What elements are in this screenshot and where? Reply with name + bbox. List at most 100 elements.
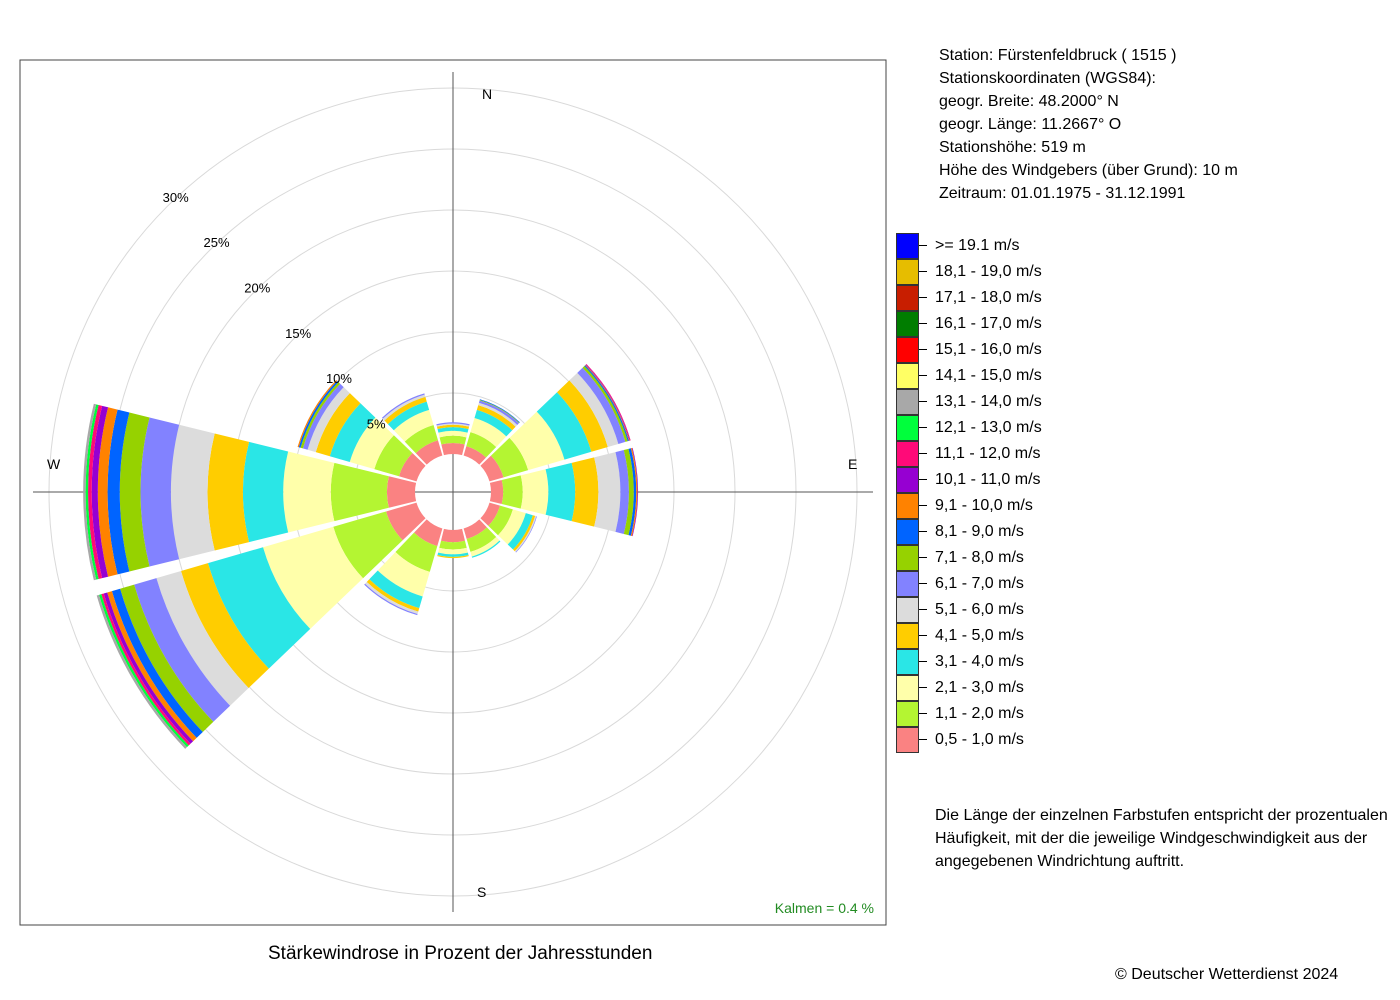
- radial-tick-label: 30%: [163, 190, 189, 205]
- legend-swatch: [896, 727, 919, 753]
- legend-swatch: [896, 519, 919, 545]
- rose-segment-270-12: [85, 404, 99, 580]
- legend-swatch: [896, 597, 919, 623]
- legend-tick: [919, 739, 927, 740]
- legend-label: 5,1 - 6,0 m/s: [935, 601, 1024, 618]
- rose-segment-270-1: [330, 462, 389, 522]
- rose-segment-330-1: [404, 425, 438, 454]
- rose-segment-270-7: [119, 412, 150, 572]
- legend-swatch: [896, 571, 919, 597]
- rose-segment-120-1: [488, 505, 513, 536]
- rose-segment-240-5: [156, 571, 249, 706]
- rose-segment-270-0: [386, 476, 417, 508]
- legend-tick: [919, 557, 927, 558]
- legend-label: >= 19.1 m/s: [935, 237, 1020, 254]
- legend-label: 16,1 - 17,0 m/s: [935, 315, 1042, 332]
- legend-label: 1,1 - 2,0 m/s: [935, 705, 1024, 722]
- calm-label: Kalmen = 0.4 %: [775, 900, 874, 916]
- rose-segment-150-2: [470, 537, 500, 557]
- legend-tick: [919, 609, 927, 610]
- rose-segment-270-10: [91, 405, 109, 579]
- legend-tick: [919, 661, 927, 662]
- legend-swatch: [896, 675, 919, 701]
- rose-segment-210-3: [369, 570, 423, 609]
- rose-segment-150-3: [471, 540, 501, 558]
- rose-segment-120-0: [480, 502, 501, 526]
- rose-segment-300-7: [300, 382, 341, 449]
- rose-segment-300-6: [302, 383, 344, 450]
- legend-tick: [919, 505, 927, 506]
- legend-tick: [919, 245, 927, 246]
- legend-tick: [919, 479, 927, 480]
- legend-tick: [919, 401, 927, 402]
- rose-segment-270-6: [140, 417, 180, 567]
- rose-segment-0-3: [437, 427, 469, 433]
- rose-segment-240-0: [386, 502, 426, 541]
- legend-tick: [919, 531, 927, 532]
- legend-swatch: [896, 441, 919, 467]
- rose-segment-120-2: [498, 509, 526, 545]
- rose-segment-300-3: [329, 403, 376, 462]
- legend-tick: [919, 349, 927, 350]
- rose-segment-210-1: [395, 532, 438, 572]
- copyright: © Deutscher Wetterdienst 2024: [1115, 966, 1339, 983]
- legend-label: 18,1 - 19,0 m/s: [935, 263, 1042, 280]
- rose-segment-90-3: [545, 462, 576, 522]
- sensor-height: Höhe des Windgebers (über Grund): 10 m: [939, 162, 1238, 179]
- rose-segment-90-8: [628, 448, 637, 536]
- legend-swatch: [896, 259, 919, 285]
- legend-label: 7,1 - 8,0 m/s: [935, 549, 1024, 566]
- rose-segment-90-7: [623, 448, 634, 536]
- legend-swatch: [896, 467, 919, 493]
- period: Zeitraum: 01.01.1975 - 31.12.1991: [939, 185, 1186, 202]
- chart-title: Stärkewindrose in Prozent der Jahresstun…: [268, 943, 653, 964]
- rose-segment-270-11: [88, 404, 103, 580]
- rose-segment-270-9: [97, 407, 118, 577]
- rose-segment-90-5: [594, 452, 621, 532]
- rose-segment-90-6: [615, 450, 629, 534]
- legend-swatch: [896, 649, 919, 675]
- legend-tick: [919, 635, 927, 636]
- rose-segment-240-9: [107, 591, 197, 742]
- legend-swatch: [896, 415, 919, 441]
- rose-segment-60-2: [509, 411, 565, 471]
- longitude: geogr. Länge: 11.2667° O: [939, 116, 1122, 133]
- legend-label: 12,1 - 13,0 m/s: [935, 419, 1042, 436]
- rose-segment-90-4: [571, 457, 599, 527]
- rose-segment-60-6: [577, 367, 626, 444]
- legend-label: 3,1 - 4,0 m/s: [935, 653, 1024, 670]
- rose-segment-120-3: [507, 513, 533, 550]
- rose-segment-240-1: [333, 511, 403, 579]
- legend-tick: [919, 375, 927, 376]
- rose-segment-210-0: [414, 519, 443, 547]
- rose-segment-90-1: [501, 475, 523, 509]
- rose-segment-240-3: [207, 547, 311, 669]
- rose-segment-90-10: [632, 447, 639, 537]
- rose-segment-30-4: [476, 405, 516, 431]
- rose-segment-210-4: [366, 579, 420, 612]
- explanation-note: Die Länge der einzelnen Farbstufen entsp…: [935, 807, 1388, 870]
- legend-label: 0,5 - 1,0 m/s: [935, 731, 1024, 748]
- rose-segment-60-7: [582, 366, 628, 442]
- rose-segment-210-2: [377, 552, 430, 597]
- legend-tick: [919, 297, 927, 298]
- rose-segment-30-5: [478, 402, 518, 427]
- rose-segment-330-3: [387, 401, 430, 431]
- station-name: Station: Fürstenfeldbruck ( 1515 ): [939, 47, 1177, 64]
- latitude: geogr. Breite: 48.2000° N: [939, 93, 1119, 110]
- south-label: S: [477, 884, 486, 900]
- rose-segment-30-6: [478, 400, 519, 425]
- rose-segment-240-8: [111, 588, 203, 738]
- coords-header: Stationskoordinaten (WGS84):: [939, 70, 1156, 87]
- legend-swatch: [896, 311, 919, 337]
- rose-segment-180-3: [437, 552, 469, 557]
- rose-segment-300-5: [307, 387, 350, 453]
- rose-segment-270-2: [283, 451, 335, 533]
- east-label: E: [848, 456, 857, 472]
- rose-segment-180-0: [441, 528, 465, 543]
- rose-segment-180-2: [438, 547, 468, 555]
- rose-segment-270-4: [207, 433, 250, 551]
- rose-segment-300-1: [374, 435, 413, 477]
- legend-label: 11,1 - 12,0 m/s: [935, 445, 1041, 462]
